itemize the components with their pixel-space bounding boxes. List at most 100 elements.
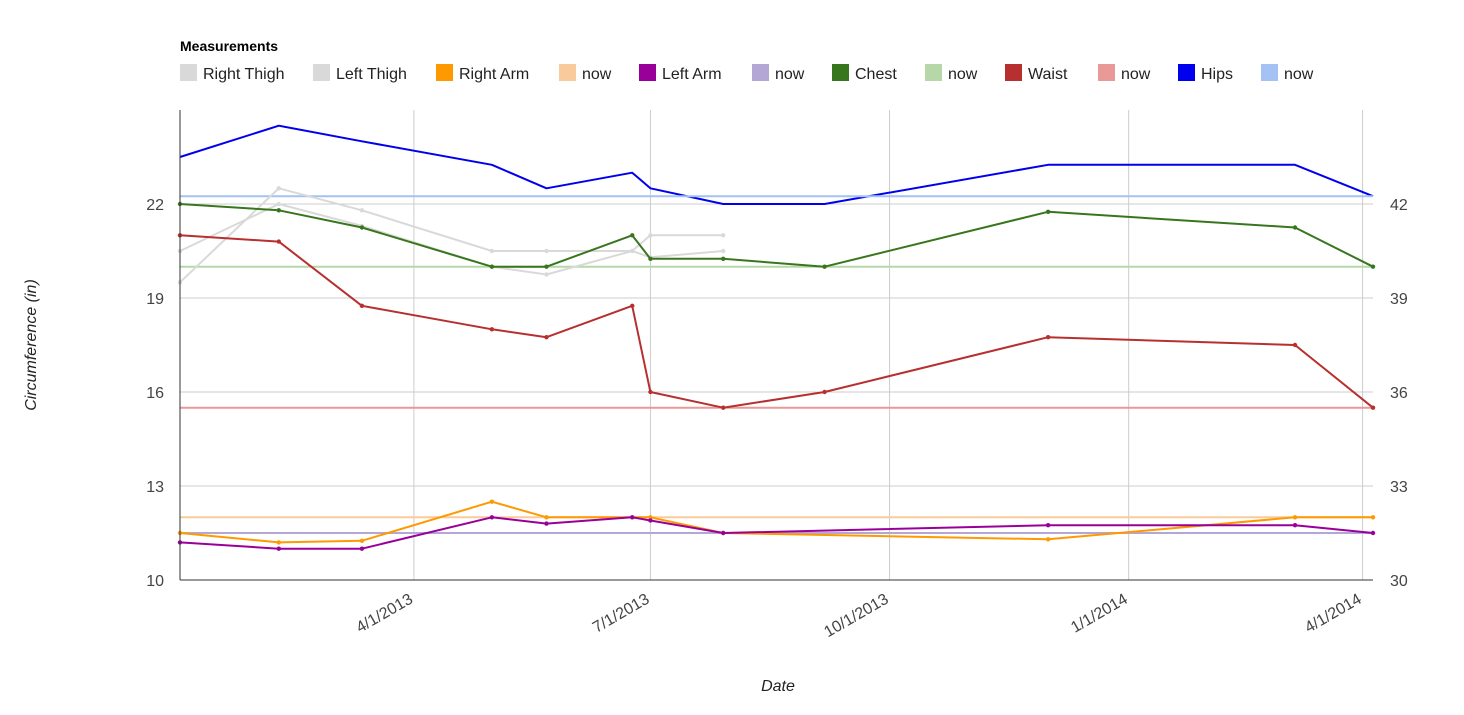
series-hips-10 bbox=[179, 124, 1374, 205]
data-point bbox=[489, 515, 495, 520]
axes: 10 13 16 19 22 30 33 36 39 42 4/1/2013 7/1/2013 10/1… bbox=[146, 110, 1408, 641]
data-point bbox=[630, 233, 635, 238]
data-point bbox=[359, 303, 365, 309]
right-tick-label: 36 bbox=[1390, 385, 1408, 402]
data-point bbox=[648, 389, 653, 395]
series-right-thigh-0 bbox=[177, 186, 726, 285]
data-point bbox=[1045, 537, 1051, 542]
x-tick-label: 4/1/2013 bbox=[353, 591, 416, 637]
legend-item-right-arm-2[interactable]: Right Arm bbox=[436, 64, 529, 83]
data-point bbox=[648, 233, 653, 238]
series-line bbox=[179, 203, 1374, 268]
data-point bbox=[276, 540, 281, 545]
data-point bbox=[721, 405, 726, 410]
series-layer bbox=[177, 124, 1376, 551]
legend-item-now-11[interactable]: now bbox=[1261, 64, 1314, 83]
data-point bbox=[721, 256, 726, 262]
data-point bbox=[359, 538, 365, 544]
data-point bbox=[489, 327, 495, 332]
x-axis-title: Date bbox=[761, 678, 795, 695]
data-point bbox=[1370, 515, 1376, 520]
data-point bbox=[359, 546, 365, 551]
legend-swatch bbox=[639, 64, 656, 81]
data-point bbox=[1292, 225, 1298, 230]
data-point bbox=[544, 521, 549, 526]
data-point bbox=[1370, 405, 1376, 410]
series-line bbox=[179, 500, 1373, 544]
legend-label: now bbox=[582, 66, 612, 83]
data-point bbox=[544, 334, 549, 340]
legend-title: Measurements bbox=[180, 38, 278, 54]
data-point bbox=[1045, 334, 1051, 340]
legend-swatch bbox=[436, 64, 453, 81]
x-tick-label: 4/1/2014 bbox=[1302, 591, 1365, 637]
series-line bbox=[179, 124, 1374, 205]
data-point bbox=[1045, 209, 1051, 215]
left-tick-label: 10 bbox=[146, 573, 164, 590]
legend-label: Right Thigh bbox=[203, 66, 285, 83]
legend-item-waist-8[interactable]: Waist bbox=[1005, 64, 1068, 83]
data-point bbox=[489, 264, 495, 269]
data-point bbox=[359, 225, 365, 230]
data-point bbox=[822, 264, 827, 269]
data-point bbox=[648, 515, 653, 520]
left-tick-label: 22 bbox=[146, 197, 164, 214]
legend-swatch bbox=[1005, 64, 1022, 81]
data-point bbox=[1292, 515, 1298, 520]
series-line bbox=[179, 187, 724, 284]
legend-swatch bbox=[832, 64, 849, 81]
legend-label: Chest bbox=[855, 66, 897, 83]
legend-label: now bbox=[1284, 66, 1314, 83]
legend-swatch bbox=[559, 64, 576, 81]
legend-label: Left Thigh bbox=[336, 66, 407, 83]
data-point bbox=[489, 248, 495, 254]
data-point bbox=[544, 248, 549, 254]
data-point bbox=[1370, 264, 1376, 269]
data-point bbox=[276, 546, 281, 551]
data-point bbox=[489, 499, 495, 504]
data-point bbox=[1370, 530, 1376, 536]
left-tick-label: 13 bbox=[146, 479, 164, 496]
series-chest-6 bbox=[177, 201, 1376, 269]
data-point bbox=[544, 272, 549, 277]
right-tick-label: 30 bbox=[1390, 573, 1408, 590]
right-tick-label: 42 bbox=[1390, 197, 1408, 214]
x-tick-label: 7/1/2013 bbox=[590, 591, 653, 637]
legend-item-left-arm-4[interactable]: Left Arm bbox=[639, 64, 722, 83]
data-point bbox=[276, 201, 281, 207]
grid bbox=[180, 110, 1373, 580]
legend-label: Left Arm bbox=[662, 66, 722, 83]
legend-swatch bbox=[1261, 64, 1278, 81]
left-tick-label: 19 bbox=[146, 291, 164, 308]
legend-item-now-9[interactable]: now bbox=[1098, 64, 1151, 83]
right-tick-label: 39 bbox=[1390, 291, 1408, 308]
data-point bbox=[822, 389, 827, 395]
legend-label: now bbox=[948, 66, 978, 83]
data-point bbox=[276, 208, 281, 213]
legend-swatch bbox=[1098, 64, 1115, 81]
legend-item-chest-6[interactable]: Chest bbox=[832, 64, 897, 83]
legend-item-now-5[interactable]: now bbox=[752, 64, 805, 83]
x-tick-label: 10/1/2013 bbox=[821, 591, 891, 641]
x-tick-label: 1/1/2014 bbox=[1068, 591, 1131, 637]
legend-item-hips-10[interactable]: Hips bbox=[1178, 64, 1233, 83]
legend: Right Thigh Left Thigh Right Arm now Left Ar… bbox=[180, 64, 1314, 83]
legend-item-left-thigh-1[interactable]: Left Thigh bbox=[313, 64, 407, 83]
right-tick-label: 33 bbox=[1390, 479, 1408, 496]
data-point bbox=[630, 515, 635, 520]
legend-label: Waist bbox=[1028, 66, 1068, 83]
legend-item-now-3[interactable]: now bbox=[559, 64, 612, 83]
data-point bbox=[544, 264, 549, 269]
legend-label: now bbox=[775, 66, 805, 83]
legend-swatch bbox=[180, 64, 197, 81]
legend-item-now-7[interactable]: now bbox=[925, 64, 978, 83]
legend-swatch bbox=[752, 64, 769, 81]
legend-label: now bbox=[1121, 66, 1151, 83]
data-point bbox=[630, 303, 635, 309]
data-point bbox=[721, 248, 726, 254]
data-point bbox=[276, 239, 281, 244]
legend-item-right-thigh-0[interactable]: Right Thigh bbox=[180, 64, 285, 83]
data-point bbox=[648, 518, 653, 523]
data-point bbox=[1045, 522, 1051, 528]
